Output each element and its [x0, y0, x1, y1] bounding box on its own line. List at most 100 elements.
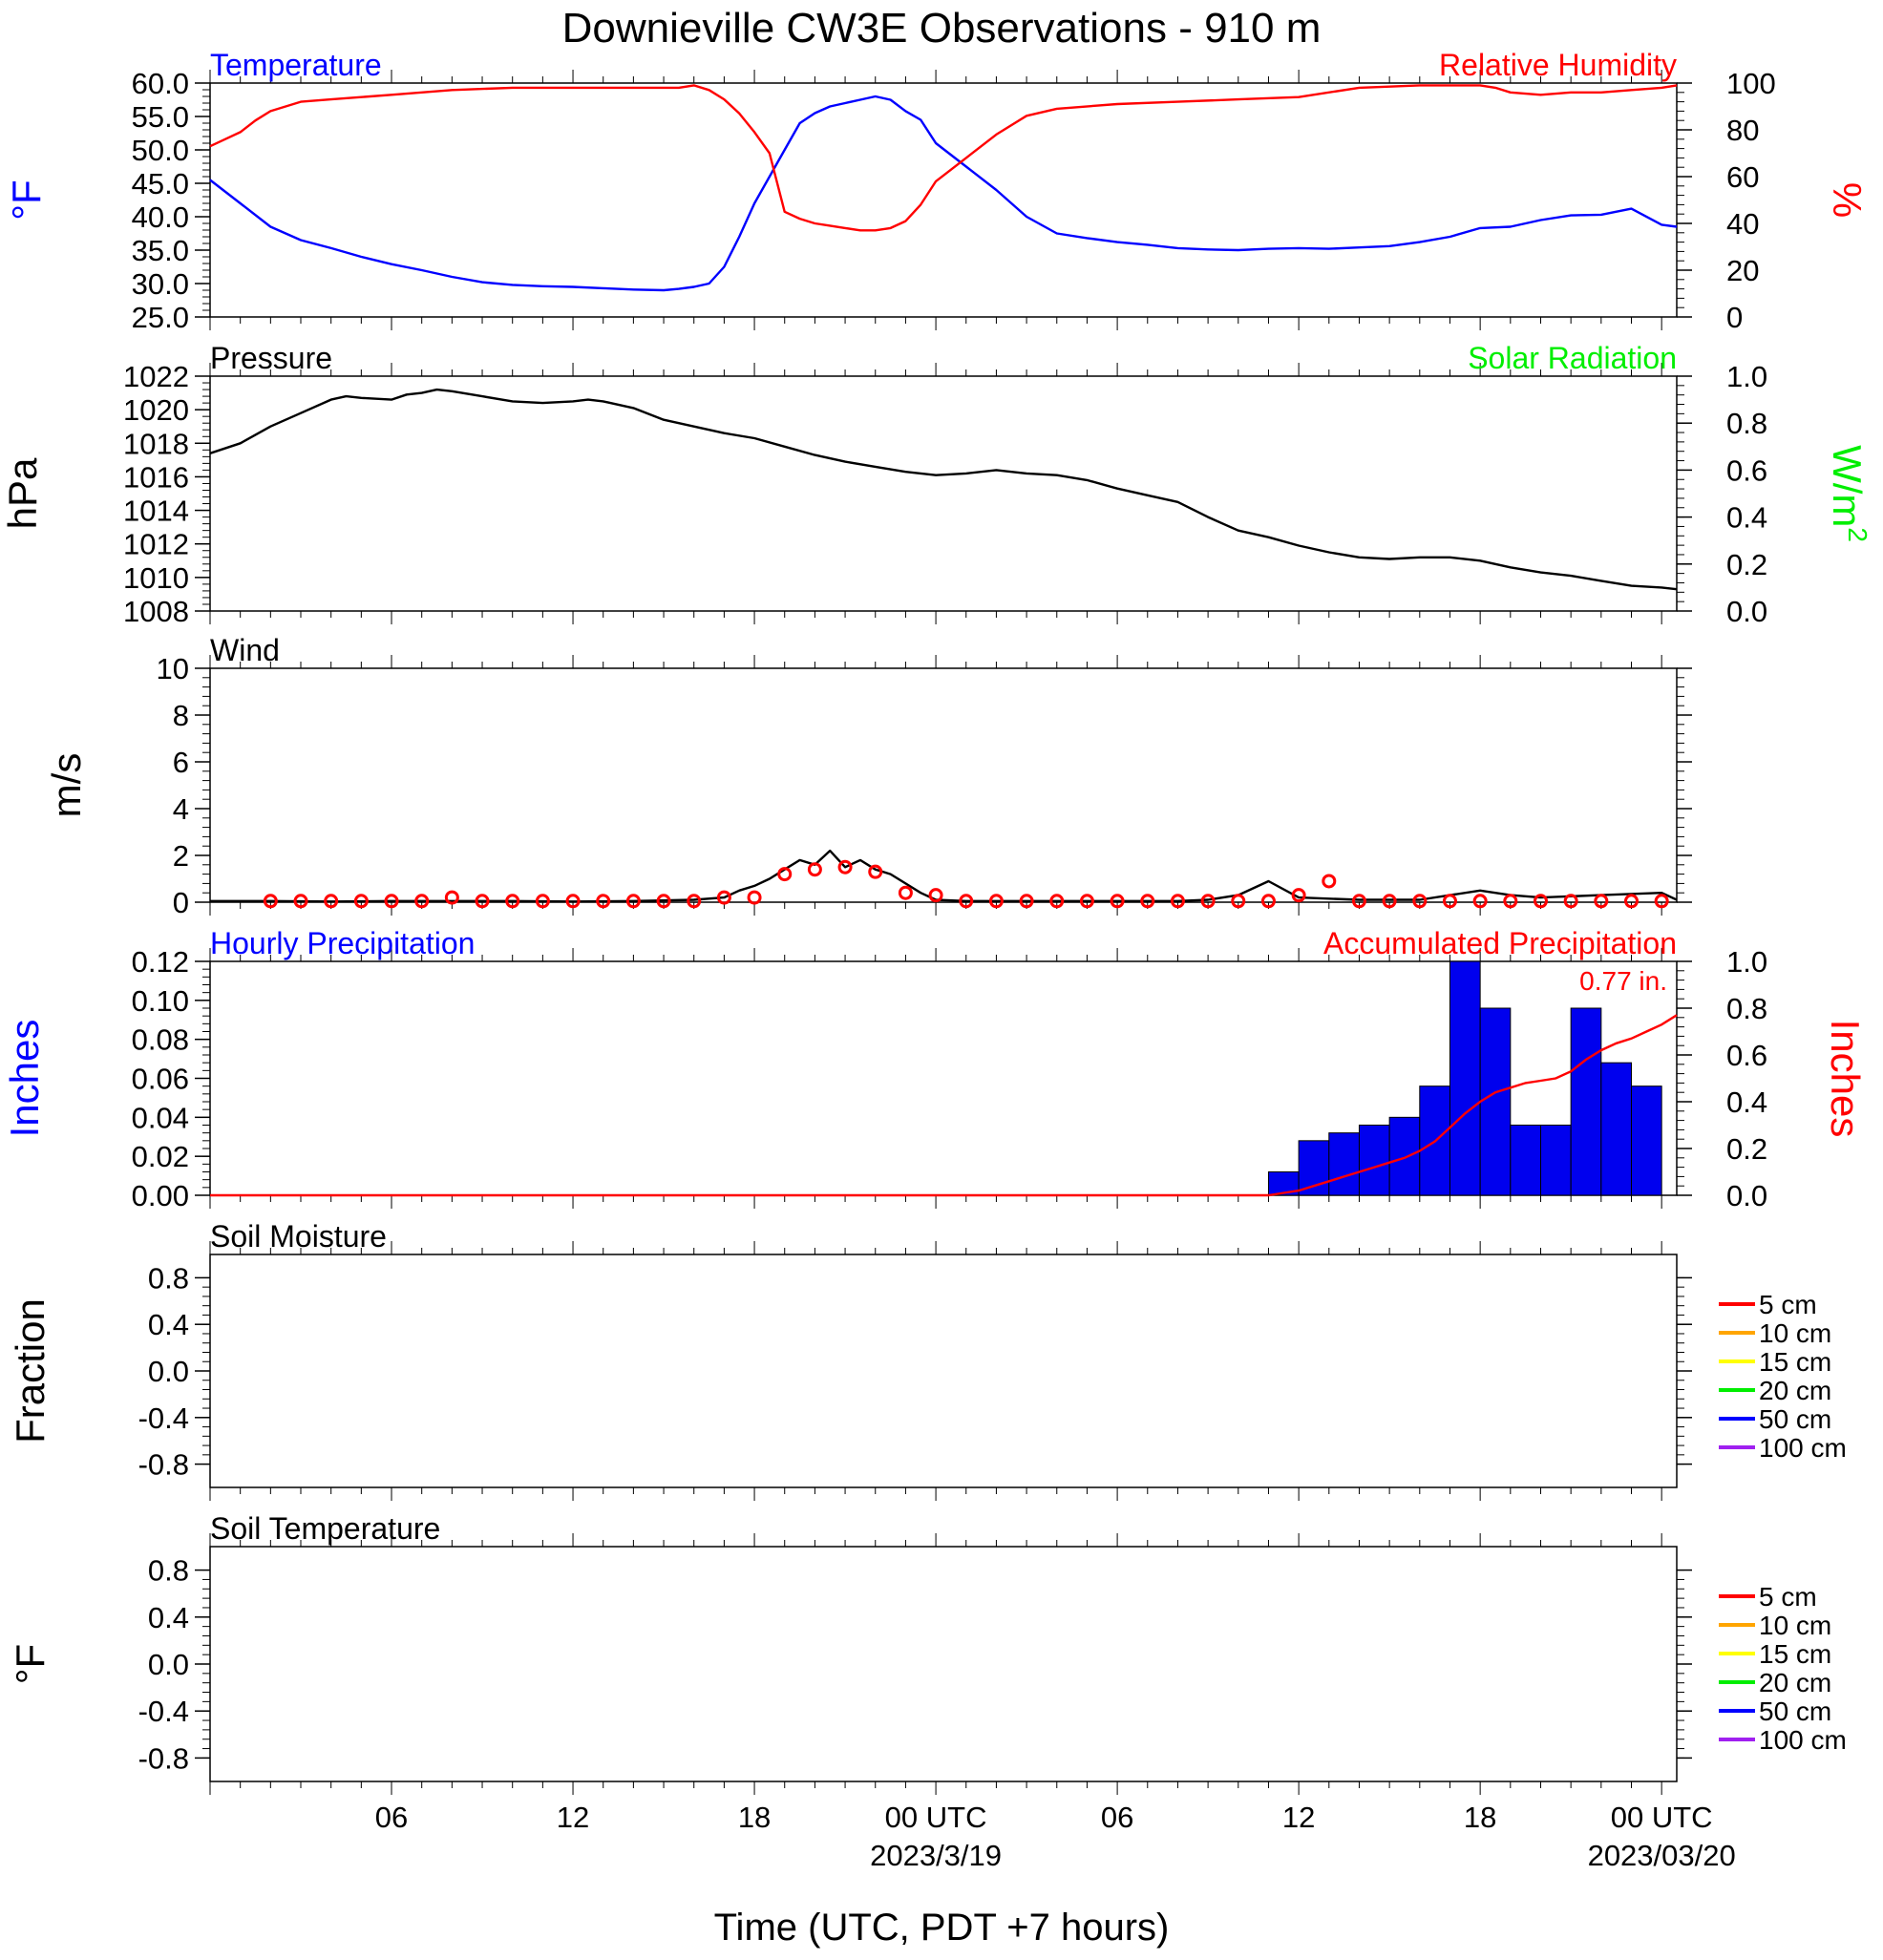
left-axis-label: hPa — [0, 457, 45, 529]
right-tick-label: 0.2 — [1726, 1132, 1767, 1166]
hourly-precip-bar — [1570, 1007, 1602, 1196]
wind-barb-marker — [414, 894, 430, 909]
series-temperature — [209, 95, 1678, 292]
left-tick-label: 1020 — [123, 393, 189, 427]
right-axis-label: W/m2 — [1825, 445, 1872, 542]
wind-barb-marker — [868, 864, 883, 879]
hourly-precip-bar — [1328, 1132, 1360, 1196]
hourly-precip-bar — [1539, 1125, 1572, 1196]
right-tick-label: 100 — [1726, 67, 1776, 100]
wind-barb-marker — [959, 894, 974, 909]
panel-title-right: Accumulated Precipitation — [1323, 926, 1677, 960]
panel-title-left: Temperature — [210, 48, 382, 82]
x-tick-label: 00 UTC — [1611, 1801, 1713, 1834]
wind-barb-marker — [837, 859, 853, 875]
legend-label: 50 cm — [1759, 1404, 1831, 1434]
left-tick-label: 0.06 — [132, 1063, 189, 1096]
left-axis-label: °F — [4, 179, 49, 220]
right-tick-label: 20 — [1726, 254, 1759, 287]
accumulated-precip-line — [210, 1014, 1678, 1197]
panel-frame — [209, 1254, 1678, 1488]
panel-frame — [209, 82, 1678, 318]
left-tick-label: 40.0 — [132, 200, 189, 234]
hourly-precip-bar — [1358, 1125, 1390, 1196]
wind-barb-marker — [988, 894, 1004, 909]
wind-barb-marker — [293, 894, 308, 909]
left-axis-label: Inches — [2, 1020, 47, 1138]
right-tick-label: 0.4 — [1726, 501, 1767, 535]
left-tick-label: 0.08 — [132, 1023, 189, 1057]
legend-label: 5 cm — [1759, 1582, 1817, 1612]
panel-frame — [209, 667, 1678, 903]
wind-barb-marker — [1472, 894, 1488, 909]
hourly-precip-bar — [1449, 960, 1481, 1196]
right-tick-label: 0.4 — [1726, 1085, 1767, 1119]
left-tick-label: 0.4 — [148, 1601, 189, 1634]
time-axis: 06 12 18 00 UTC 2023/3/19 06 12 18 00 UTC 2023/03… — [375, 1801, 1736, 1872]
left-tick-label: 0.0 — [148, 1648, 189, 1681]
wind-barb-marker — [1322, 874, 1337, 889]
right-tick-label: 0.0 — [1726, 1179, 1767, 1212]
series-relative-humidity — [209, 84, 1678, 232]
wind-barb-marker — [625, 894, 641, 909]
wind-barb-marker — [1170, 894, 1185, 909]
legend-label: 100 cm — [1759, 1725, 1847, 1755]
panel-title-right: Relative Humidity — [1439, 48, 1677, 82]
left-tick-label: -0.8 — [138, 1448, 189, 1482]
right-tick-label: 1.0 — [1726, 360, 1767, 393]
wind-barb-marker — [928, 888, 943, 903]
wind-barb-marker — [353, 894, 369, 909]
left-tick-label: 1022 — [123, 360, 189, 393]
chart-panels: 25.030.035.040.045.050.055.060.002040608… — [0, 48, 1872, 1795]
wind-barb-marker — [1533, 894, 1548, 909]
chart-title: Downieville CW3E Observations - 910 m — [562, 5, 1322, 52]
wind-barb-marker — [898, 885, 913, 900]
left-tick-label: 0.12 — [132, 945, 189, 979]
left-tick-label: -0.4 — [138, 1695, 189, 1728]
wind-barb-marker — [324, 894, 339, 909]
left-tick-label: 0.0 — [148, 1355, 189, 1388]
left-tick-label: 8 — [173, 699, 189, 732]
hourly-precip-bar — [1479, 1007, 1512, 1196]
wind-barb-marker — [777, 867, 793, 882]
left-tick-label: 10 — [157, 652, 189, 685]
right-axis-label-sup: 2 — [1843, 527, 1872, 542]
wind-barb-marker — [1110, 894, 1125, 909]
legend-label: 15 cm — [1759, 1347, 1831, 1377]
wind-barb-marker — [596, 894, 611, 909]
hourly-precip-bar — [1630, 1085, 1662, 1196]
right-tick-label: 0.6 — [1726, 1039, 1767, 1072]
right-tick-label: 0.6 — [1726, 453, 1767, 487]
wind-barb-marker — [1019, 894, 1034, 909]
legend-label: 50 cm — [1759, 1697, 1831, 1726]
panel-frame — [209, 1546, 1678, 1782]
wind-barb-marker — [1563, 894, 1578, 909]
panel-title-left: Pressure — [210, 341, 332, 375]
x-tick-label: 00 UTC — [885, 1801, 987, 1834]
x-tick-label: 12 — [557, 1801, 589, 1834]
wind-barb-marker — [716, 890, 731, 905]
left-tick-label: 0.00 — [132, 1179, 189, 1212]
left-tick-label: 0.04 — [132, 1101, 189, 1134]
panel-title-right: Solar Radiation — [1468, 341, 1677, 375]
left-axis-label: Fraction — [8, 1298, 53, 1444]
wind-barb-marker — [1623, 894, 1639, 909]
right-tick-label: 80 — [1726, 114, 1759, 147]
x-tick-date: 2023/3/19 — [870, 1839, 1002, 1872]
legend-label: 20 cm — [1759, 1376, 1831, 1405]
wind-barb-marker — [263, 894, 278, 909]
panel-1: 25.030.035.040.045.050.055.060.0 0 20 40 60 8… — [4, 48, 1870, 334]
series-pressure — [209, 388, 1678, 591]
panel-4: 0.00 0.02 0.04 0.06 0.08 0.10 0.12 0.0 0.2 0.4 0.6… — [2, 926, 1868, 1212]
left-axis-label: m/s — [44, 753, 89, 818]
wind-barb-marker — [1049, 894, 1065, 909]
hourly-precip-bar — [1510, 1125, 1541, 1196]
wind-barb-marker — [444, 890, 459, 905]
wind-barb-marker — [1079, 894, 1094, 909]
wind-barb-marker — [1351, 894, 1366, 909]
wind-barb-marker — [807, 862, 822, 877]
x-tick-label: 18 — [738, 1801, 771, 1834]
wind-barb-marker — [1594, 894, 1609, 909]
